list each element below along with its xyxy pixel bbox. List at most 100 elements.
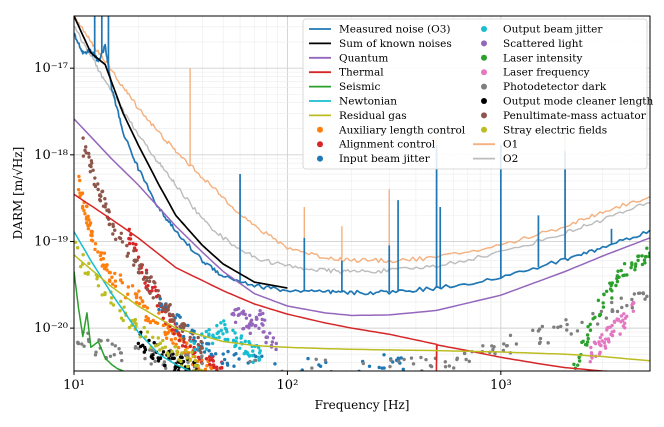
scatter-point	[128, 237, 133, 241]
scatter-point	[464, 357, 468, 362]
scatter-point	[232, 364, 236, 368]
scatter-point	[361, 361, 366, 366]
scatter-point	[241, 309, 246, 313]
scatter-point	[604, 289, 609, 294]
scatter-point	[137, 267, 141, 271]
legend-label: Seismic	[339, 81, 380, 93]
scatter-point	[610, 323, 614, 328]
scatter-point	[612, 319, 617, 324]
scatter-point	[171, 312, 175, 317]
scatter-point	[89, 164, 93, 169]
scatter-point	[631, 309, 636, 313]
scatter-point	[90, 229, 94, 234]
scatter-point	[120, 240, 125, 244]
scatter-point	[207, 328, 211, 332]
legend-item-photodetector-dark: Photodetector dark	[481, 81, 607, 93]
scatter-point	[163, 303, 168, 307]
scatter-point	[139, 263, 143, 267]
scatter-point	[636, 258, 640, 263]
series-measured-noise-o3	[74, 16, 650, 296]
scatter-point	[104, 202, 108, 206]
scatter-point	[215, 331, 219, 336]
series-line	[74, 231, 191, 371]
scatter-point	[481, 344, 485, 348]
scatter-point	[248, 313, 252, 318]
scatter-point	[642, 258, 647, 262]
scatter-point	[172, 332, 176, 336]
scatter-point	[632, 292, 637, 296]
scatter-point	[77, 178, 82, 183]
scatter-point	[585, 340, 590, 344]
scatter-point	[141, 304, 146, 308]
scatter-point	[199, 355, 204, 360]
scatter-point	[273, 362, 277, 366]
scatter-point	[93, 176, 97, 180]
scatter-point	[640, 254, 644, 258]
scatter-point	[171, 341, 175, 345]
scatter-point	[151, 296, 155, 300]
scatter-point	[638, 291, 642, 295]
scatter-point	[157, 294, 162, 299]
legend-label: Sum of known noises	[339, 38, 452, 50]
scatter-point	[323, 358, 328, 362]
series-line	[74, 16, 288, 289]
scatter-point	[271, 336, 276, 340]
scatter-point	[232, 313, 236, 317]
scatter-point	[113, 284, 118, 288]
legend-swatch	[481, 83, 487, 90]
scatter-point	[163, 332, 168, 337]
scatter-point	[645, 294, 649, 299]
scatter-point	[621, 318, 625, 323]
legend-label: Quantum	[339, 52, 388, 64]
scatter-point	[388, 364, 392, 369]
scatter-point	[174, 322, 179, 326]
scatter-point	[564, 318, 568, 322]
scatter-point	[87, 155, 91, 159]
legend-item-quantum: Quantum	[309, 52, 388, 64]
scatter-point	[143, 348, 148, 352]
scatter-output-beam-jitter	[189, 319, 262, 364]
scatter-point	[181, 359, 186, 364]
scatter-point	[619, 296, 623, 300]
scatter-point	[233, 308, 237, 312]
series-seismic	[74, 271, 124, 371]
scatter-point	[132, 263, 136, 267]
scatter-point	[150, 289, 154, 293]
legend-label: Residual gas	[339, 110, 407, 122]
scatter-point	[236, 313, 241, 318]
scatter-point	[113, 271, 117, 276]
scatter-point	[260, 322, 264, 326]
x-tick-label: 10¹	[63, 378, 85, 393]
scatter-point	[182, 340, 186, 344]
scatter-point	[182, 337, 186, 341]
scatter-point	[270, 340, 275, 344]
legend-label: Penultimate-mass actuator	[503, 110, 647, 122]
scatter-point	[630, 302, 635, 306]
scatter-point	[401, 367, 405, 371]
scatter-point	[556, 325, 560, 330]
scatter-point	[254, 354, 258, 359]
scatter-point	[447, 364, 452, 368]
scatter-point	[186, 364, 190, 369]
scatter-point	[118, 236, 123, 241]
scatter-point	[641, 291, 646, 296]
scatter-point	[133, 292, 138, 296]
scatter-point	[188, 344, 192, 349]
scatter-point	[382, 366, 386, 370]
scatter-point	[163, 345, 168, 349]
scatter-point	[112, 353, 117, 357]
scatter-point	[196, 355, 201, 359]
legend-label: O1	[503, 139, 518, 151]
legend-label: Laser frequency	[503, 67, 590, 79]
y-tick-label: 10⁻²⁰	[34, 321, 68, 336]
scatter-point	[585, 333, 590, 337]
legend-swatch	[317, 141, 323, 148]
scatter-point	[157, 311, 161, 315]
scatter-point	[614, 283, 618, 288]
scatter-point	[88, 169, 93, 174]
scatter-point	[100, 251, 104, 255]
scatter-point	[162, 307, 166, 312]
scatter-point	[238, 346, 242, 350]
scatter-point	[166, 305, 171, 310]
scatter-point	[143, 356, 147, 361]
